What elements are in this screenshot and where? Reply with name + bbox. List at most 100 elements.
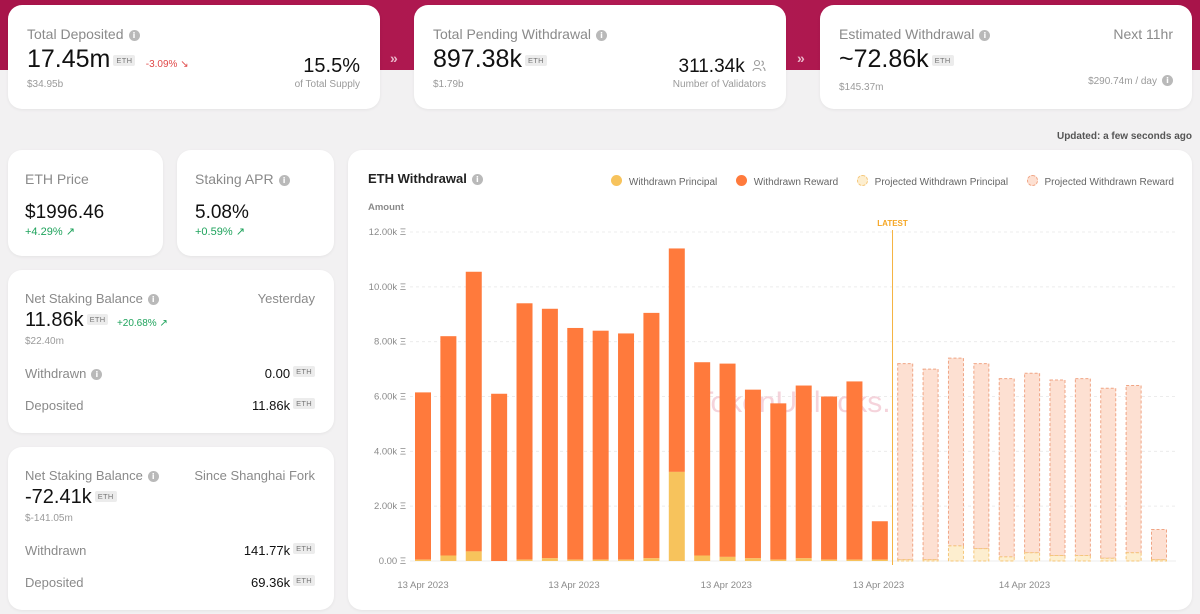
- bar-projected-reward: [897, 363, 914, 561]
- y-tick-label: 2.00k Ξ: [374, 501, 406, 512]
- info-icon[interactable]: i: [91, 369, 103, 380]
- withdrawn-label: Withdrawn i: [25, 366, 103, 381]
- net-staking-label: Net Staking Balance i: [25, 291, 159, 306]
- info-icon[interactable]: i: [128, 30, 140, 41]
- info-icon[interactable]: i: [471, 174, 483, 185]
- y-tick-label: 4.00k Ξ: [374, 446, 406, 457]
- y-tick-label: 0.00 Ξ: [379, 556, 406, 567]
- bar-projected-principal: [1125, 552, 1142, 562]
- eth-price-change: +4.29% ↗: [25, 226, 75, 238]
- eth-price-label: ETH Price: [25, 171, 89, 187]
- latest-marker-label: LATEST: [877, 219, 908, 228]
- bar-withdrawn-principal: [668, 471, 685, 561]
- info-icon[interactable]: i: [278, 175, 290, 186]
- y-tick-label: 8.00k Ξ: [374, 337, 406, 348]
- next-period: Next 11hr: [1113, 26, 1173, 42]
- total-deposited-label: Total Deposited i: [27, 26, 140, 42]
- bar-withdrawn-principal: [592, 559, 609, 561]
- total-deposited-usd: $34.95b: [27, 79, 64, 90]
- bar-projected-reward: [1125, 385, 1142, 554]
- net-staking-period: Yesterday: [257, 291, 315, 306]
- info-icon[interactable]: i: [147, 471, 159, 482]
- deposited-value: 11.86k: [252, 398, 291, 413]
- bar-withdrawn-reward: [795, 385, 812, 559]
- total-deposited-change: -3.09% ↘: [145, 59, 189, 70]
- validators-label: Number of Validators: [672, 79, 766, 90]
- bar-projected-principal: [1100, 557, 1117, 562]
- legend-withdrawn-reward[interactable]: Withdrawn Reward: [735, 175, 838, 188]
- bar-projected-principal: [973, 548, 990, 562]
- legend-projected-principal[interactable]: Projected Withdrawn Principal: [856, 175, 1008, 188]
- bar-withdrawn-reward: [668, 248, 685, 472]
- info-icon[interactable]: i: [1162, 75, 1173, 86]
- pending-withdrawal-usd: $1.79b: [433, 79, 464, 90]
- bar-projected-reward: [1100, 387, 1117, 559]
- arrow-up-right-icon: ↗: [159, 318, 168, 329]
- unit-tag: ETH: [293, 575, 315, 586]
- pending-withdrawal-card: Total Pending Withdrawal i 897.38k ETH $1.…: [414, 5, 786, 109]
- per-day: $290.74m / day i: [1088, 75, 1173, 87]
- x-tick-label: 13 Apr 2023: [397, 580, 448, 591]
- x-tick-label: 13 Apr 2023: [548, 580, 599, 591]
- legend-withdrawn-principal[interactable]: Withdrawn Principal: [610, 175, 717, 188]
- bar-withdrawn-reward: [770, 403, 787, 560]
- bar-withdrawn-reward: [440, 336, 457, 556]
- chevron-right-icon: »: [797, 50, 805, 66]
- bar-projected-reward: [1074, 378, 1091, 557]
- unit-tag: ETH: [931, 55, 954, 66]
- estimated-withdrawal-usd: $145.37m: [839, 82, 884, 93]
- chart-legend: Withdrawn Principal Withdrawn Reward Pro…: [597, 172, 1174, 190]
- y-axis-label: Amount: [368, 202, 405, 213]
- pending-withdrawal-label: Total Pending Withdrawal i: [433, 26, 607, 42]
- staking-apr-card: Staking APR i 5.08% +0.59% ↗: [177, 150, 334, 256]
- info-icon[interactable]: i: [147, 294, 159, 305]
- bar-projected-reward: [1049, 379, 1066, 557]
- bar-withdrawn-principal: [744, 558, 761, 561]
- x-tick-label: 14 Apr 2023: [999, 580, 1050, 591]
- updated-text: Updated: a few seconds ago: [1056, 131, 1192, 142]
- bar-withdrawn-principal: [821, 559, 838, 561]
- bar-withdrawn-reward: [744, 389, 761, 559]
- unit-tag: ETH: [113, 55, 136, 66]
- estimated-withdrawal-label: Estimated Withdrawal i: [839, 26, 991, 42]
- unit-tag: ETH: [86, 314, 109, 325]
- y-tick-label: 10.00k Ξ: [369, 282, 406, 293]
- net-staking-usd: $22.40m: [25, 336, 64, 347]
- info-icon[interactable]: i: [595, 30, 607, 41]
- x-tick-label: 13 Apr 2023: [701, 580, 752, 591]
- bar-projected-principal: [998, 556, 1015, 562]
- bar-withdrawn-principal: [643, 558, 660, 561]
- net-staking-change: +20.68% ↗: [116, 318, 168, 329]
- unit-tag: ETH: [94, 491, 117, 502]
- withdrawn-value: 0.00: [264, 366, 291, 381]
- legend-projected-reward[interactable]: Projected Withdrawn Reward: [1026, 175, 1174, 188]
- unit-tag: ETH: [293, 543, 315, 554]
- bar-withdrawn-principal: [795, 558, 812, 561]
- net-staking-value: 11.86k: [25, 309, 84, 331]
- bar-withdrawn-reward: [516, 303, 533, 560]
- bar-projected-reward: [922, 368, 939, 561]
- bar-projected-reward: [947, 357, 964, 547]
- eth-price-card: ETH Price $1996.46 +4.29% ↗: [8, 150, 163, 256]
- withdrawn-label: Withdrawn: [25, 543, 87, 558]
- bar-withdrawn-reward: [643, 312, 660, 559]
- bar-withdrawn-reward: [821, 396, 838, 560]
- net-staking-value: -72.41k: [25, 486, 92, 508]
- bar-projected-principal: [947, 545, 964, 562]
- deposited-label: Deposited: [25, 398, 84, 413]
- eth-price-value: $1996.46: [25, 202, 105, 223]
- net-staking-period: Since Shanghai Fork: [194, 468, 315, 483]
- bar-withdrawn-reward: [871, 521, 888, 560]
- bar-projected-principal: [1151, 559, 1167, 562]
- bar-projected-reward: [973, 363, 990, 550]
- bar-withdrawn-principal: [719, 556, 736, 561]
- net-staking-shanghai-card: Net Staking Balance i Since Shanghai Fork…: [8, 447, 334, 610]
- bar-withdrawn-reward: [592, 330, 609, 560]
- net-staking-usd: $-141.05m: [25, 513, 73, 524]
- info-icon[interactable]: i: [979, 30, 991, 41]
- validators-value: 311.34k: [678, 56, 745, 77]
- bar-withdrawn-reward: [415, 392, 431, 560]
- bar-projected-principal: [897, 559, 914, 562]
- bar-withdrawn-principal: [618, 559, 635, 561]
- bar-projected-reward: [1151, 528, 1167, 561]
